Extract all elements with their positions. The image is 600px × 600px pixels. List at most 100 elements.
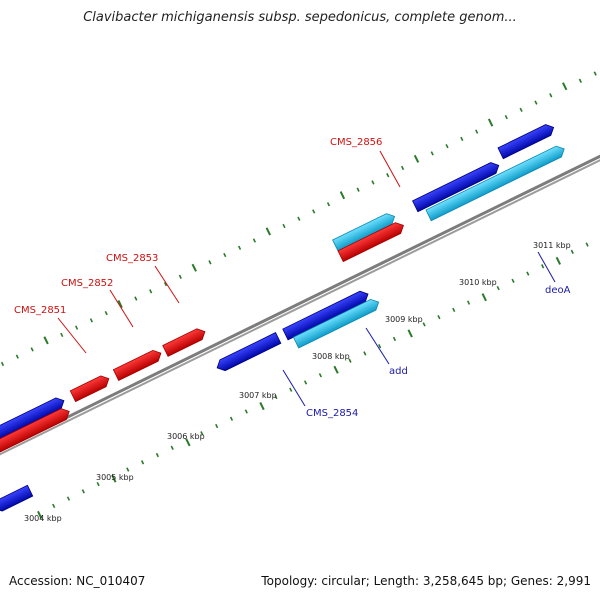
gene-label-group: CMS_2851 CMS_2852 CMS_2853 CMS_2856 CMS_… <box>14 137 571 419</box>
outer-tick <box>445 143 449 149</box>
outer-tick-row <box>0 71 597 367</box>
inner-tick <box>96 481 100 487</box>
inner-tick <box>392 336 397 342</box>
gene-arrow <box>0 408 70 464</box>
scale-label: 3004 kbp <box>24 514 62 523</box>
scale-label: 3011 kbp <box>533 241 571 250</box>
gene-arrow <box>412 162 500 213</box>
inner-tick <box>111 474 117 483</box>
inner-tick <box>452 307 456 313</box>
gene-arrow <box>425 145 565 222</box>
outer-tick <box>104 310 108 316</box>
gene-label-cms2851[interactable]: CMS_2851 <box>14 305 66 316</box>
inner-tick <box>170 445 174 450</box>
callout-line-cms2851 <box>57 317 87 354</box>
gene-arrow <box>216 332 282 372</box>
gene-arrow <box>337 222 404 263</box>
gene-label-add[interactable]: add <box>389 366 408 377</box>
backbone-line-outer <box>0 97 600 470</box>
gene-arrow <box>292 298 380 349</box>
outer-tick <box>265 227 271 236</box>
inner-tick <box>37 510 43 519</box>
inner-tick <box>259 402 265 411</box>
outer-tick <box>371 180 375 185</box>
outer-tick <box>30 347 34 352</box>
callout-line-cms2852 <box>109 289 134 328</box>
outer-tick <box>593 71 597 76</box>
scale-labels: 3004 kbp 3005 kbp 3006 kbp 3007 kbp 3008… <box>24 241 571 523</box>
inner-tick <box>437 314 441 320</box>
inner-tick <box>215 423 219 429</box>
outer-tick <box>43 336 49 345</box>
backbone-line-inner <box>0 100 600 473</box>
outer-tick <box>519 107 523 112</box>
inner-tick <box>422 322 426 327</box>
inner-tick <box>481 293 487 302</box>
inner-tick <box>363 351 367 356</box>
scale-label: 3009 kbp <box>385 315 423 324</box>
scale-label: 3010 kbp <box>459 278 497 287</box>
inner-tick <box>244 409 248 414</box>
outer-tick <box>15 354 19 359</box>
accession-text: Accession: NC_010407 <box>9 574 146 588</box>
inner-tick <box>155 452 159 458</box>
outer-tick <box>386 173 390 178</box>
inner-tick <box>274 394 278 400</box>
callout-lines <box>57 150 556 407</box>
outer-tick <box>400 165 405 171</box>
outer-tick <box>178 274 182 279</box>
scale-label: 3005 kbp <box>96 473 134 482</box>
inner-tick <box>496 285 500 291</box>
scale-label: 3006 kbp <box>167 432 205 441</box>
inner-tick <box>303 380 308 385</box>
inner-tick <box>126 467 130 472</box>
outer-tick <box>149 289 153 294</box>
callout-line-deoa <box>537 251 556 283</box>
outer-tick <box>297 216 301 221</box>
outer-tick <box>134 296 138 301</box>
gene-arrow <box>282 290 369 341</box>
callout-line-cms2854 <box>282 369 306 407</box>
gene-arrow <box>162 328 206 357</box>
outer-tick <box>74 325 79 330</box>
genome-summary-text: Topology: circular; Length: 3,258,645 bp… <box>261 574 591 588</box>
inner-tick <box>526 271 530 276</box>
outer-tick <box>413 154 420 163</box>
inner-tick <box>185 438 191 447</box>
outer-tick <box>460 136 464 142</box>
inner-tick <box>466 300 471 305</box>
outer-tick <box>549 93 553 98</box>
inner-tick <box>570 249 574 254</box>
callout-line-add <box>365 327 390 365</box>
outer-tick <box>223 252 227 258</box>
inner-tick <box>318 373 322 378</box>
outer-tick <box>487 118 494 127</box>
outer-tick <box>208 260 212 265</box>
callout-line-cms2856 <box>379 150 401 188</box>
gene-label-cms2856[interactable]: CMS_2856 <box>330 137 382 148</box>
outer-tick <box>163 281 168 287</box>
gene-label-cms2853[interactable]: CMS_2853 <box>106 253 158 264</box>
outer-tick <box>504 114 508 120</box>
outer-tick <box>475 129 479 134</box>
track-group <box>0 71 600 519</box>
outer-tick <box>356 187 360 192</box>
gene-arrow <box>497 124 555 160</box>
outer-tick <box>237 245 242 250</box>
outer-tick <box>562 82 568 91</box>
gene-arrow <box>112 349 162 382</box>
gene-label-cms2854[interactable]: CMS_2854 <box>306 408 358 419</box>
inner-tick <box>511 278 515 283</box>
gene-arrow <box>0 397 65 451</box>
gene-label-deoa[interactable]: deoA <box>545 285 571 296</box>
inner-tick <box>289 387 293 392</box>
inner-tick <box>333 365 339 374</box>
outer-tick <box>312 209 316 214</box>
outer-tick <box>339 191 346 200</box>
gene-label-cms2852[interactable]: CMS_2852 <box>61 278 113 289</box>
inner-tick <box>407 329 413 338</box>
inner-tick <box>348 358 352 363</box>
outer-tick <box>534 100 538 105</box>
gene-arrow <box>69 375 110 403</box>
outer-tick <box>326 202 331 207</box>
